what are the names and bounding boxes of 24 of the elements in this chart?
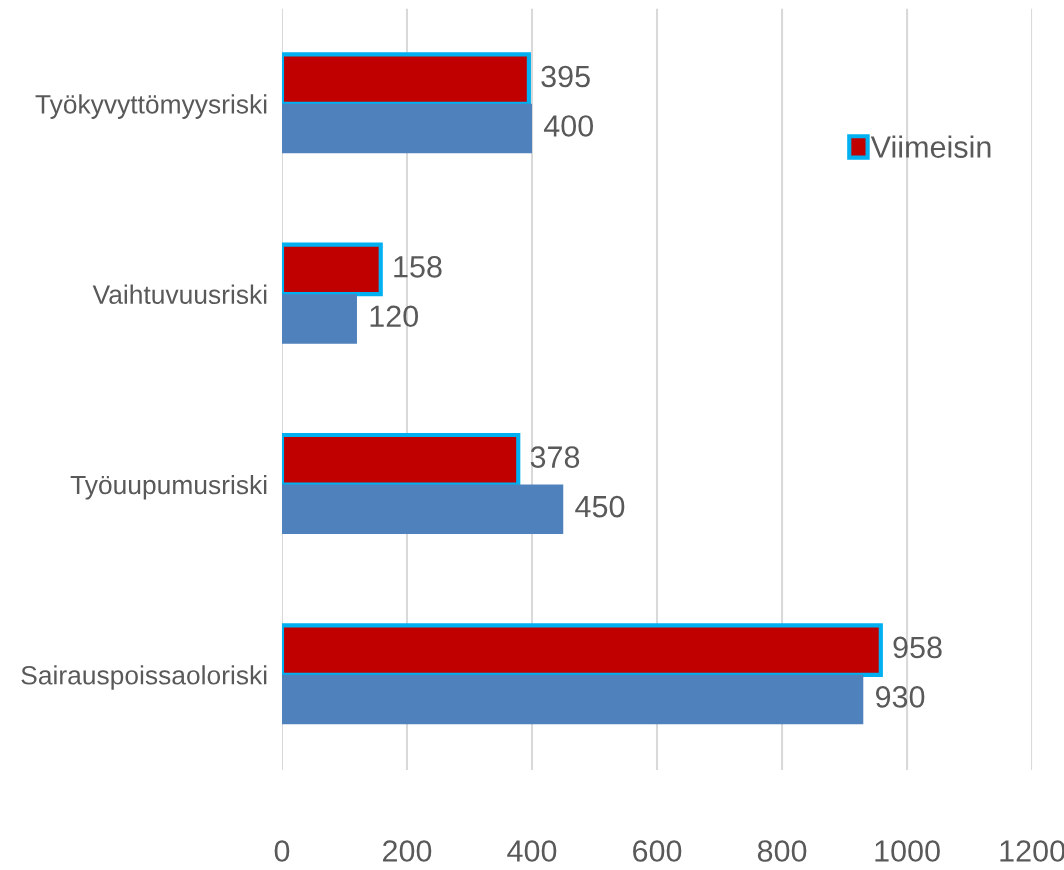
y-tick-label: Sairauspoissaoloriski [21,665,267,690]
data-label: 930 [875,686,925,708]
data-label: 395 [541,65,590,88]
data-label: 450 [575,495,625,518]
x-tick-label: 600 [633,840,682,862]
data-label: 158 [394,255,442,278]
bar [281,484,564,534]
y-tick-label: Työkyvyttömyysriski [35,94,267,119]
x-tick-label: 0 [274,840,290,862]
data-label: 400 [543,115,594,137]
data-label: 120 [370,305,419,328]
y-tick-label: Vaihtuvuusriski [92,284,267,304]
x-tick-label: 1200 [1000,840,1064,862]
bar [281,674,864,725]
x-tick-label: 200 [383,840,432,862]
x-tick-label: 800 [757,840,807,862]
x-tick-label: 1000 [875,840,940,862]
y-tick-label: Työuupumusriski [70,474,267,500]
bar [281,294,357,344]
data-label: 958 [893,636,942,659]
data-label: 378 [530,446,580,468]
x-tick-label: 400 [507,840,557,862]
legend-label: Viimeisin [870,135,991,158]
bar [281,103,532,154]
